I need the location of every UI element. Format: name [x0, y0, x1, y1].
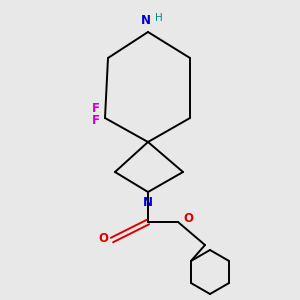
Text: F: F	[92, 115, 100, 128]
Text: N: N	[141, 14, 151, 27]
Text: O: O	[98, 232, 108, 245]
Text: O: O	[183, 212, 193, 226]
Text: H: H	[155, 13, 163, 23]
Text: F: F	[92, 103, 100, 116]
Text: N: N	[143, 196, 153, 209]
